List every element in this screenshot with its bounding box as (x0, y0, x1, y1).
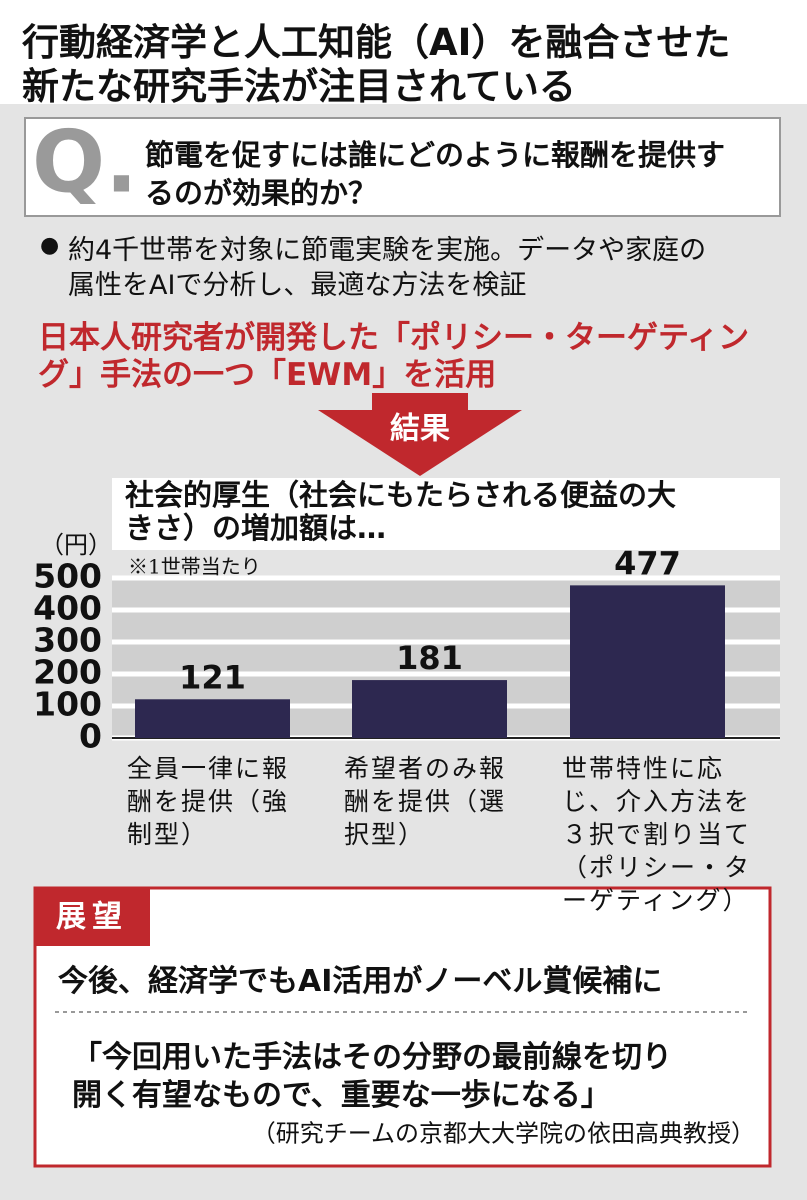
bullet-line: 約4千世帯を対象に節電実験を実施。データや家庭の (68, 235, 707, 266)
attribution: （研究チームの京都大大学院の依田高典教授） (252, 1120, 755, 1148)
bar (570, 585, 725, 738)
y-unit: （円） (40, 531, 112, 559)
bullet-dot: ● (40, 233, 59, 258)
y-tick-label: 500 (33, 557, 102, 596)
value-label: 121 (179, 658, 246, 696)
q-mark: Q. (32, 112, 138, 212)
y-tick-label: 100 (33, 685, 102, 724)
y-tick-label: 200 (33, 653, 102, 692)
question-line: るのが効果的か？ (145, 176, 378, 210)
quote-line: 「今回用いた手法はその分野の最前線を切り (72, 1040, 672, 1075)
question-box (24, 117, 781, 217)
y-tick-label: 400 (33, 589, 102, 628)
outlook-label-box (35, 888, 150, 946)
bar (135, 699, 290, 738)
quote-line: 開く有望なもので、重要な一歩になる」 (72, 1078, 611, 1113)
question-line: 節電を促すには誰にどのように報酬を提供す (145, 138, 726, 172)
title-line: 行動経済学と人工知能（AI）を融合させた (22, 21, 731, 64)
result-label: 結果 (390, 412, 450, 447)
y-tick-label: 0 (79, 717, 102, 756)
chart-title: きさ）の増加額は… (125, 511, 386, 545)
outlook-headline: 今後、経済学でもAI活用がノーベル賞候補に (58, 964, 663, 999)
outlook-label: 展望 (56, 900, 128, 935)
chart-note: ※1世帯当たり (128, 555, 261, 579)
value-label: 477 (614, 544, 681, 582)
value-label: 181 (396, 639, 463, 677)
chart-title-box (112, 478, 780, 550)
y-tick-label: 300 (33, 621, 102, 660)
bullet-line: 属性をAIで分析し、最適な方法を検証 (68, 270, 527, 301)
result-arrow (318, 393, 522, 476)
title-line: 新たな研究手法が注目されている (22, 65, 576, 108)
chart-title: 社会的厚生（社会にもたらされる便益の大 (125, 478, 676, 512)
x-tick-label: 全員一律に報酬を提供（強制型） (127, 754, 290, 849)
outlook-box (33, 886, 772, 1168)
x-tick-label: 希望者のみ報酬を提供（選択型） (344, 754, 507, 849)
highlight-line: 日本人研究者が開発した「ポリシー・ターゲティン (38, 320, 750, 356)
x-tick-label: 世帯特性に応じ、介入方法を３択で割り当て（ポリシー・ターゲティング） (562, 754, 752, 915)
bar (352, 680, 507, 738)
highlight-line: グ」手法の一つ「EWM」を活用 (38, 357, 497, 393)
